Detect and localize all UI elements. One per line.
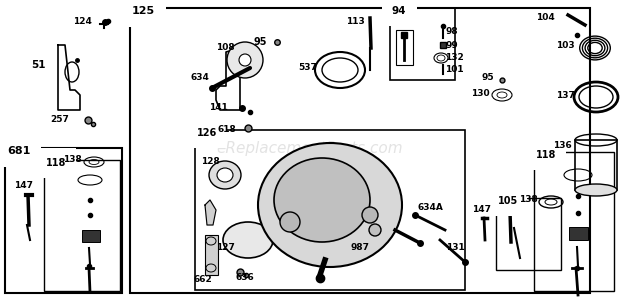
Ellipse shape [362,207,378,223]
Text: 94: 94 [392,6,407,16]
Bar [534,152,614,291]
Text: 105: 105 [498,196,518,206]
Bar [569,227,588,240]
Text: 126: 126 [197,128,217,138]
Text: 113: 113 [345,18,365,27]
Ellipse shape [280,212,300,232]
Text: 681: 681 [7,146,30,156]
Text: 618: 618 [218,125,236,134]
Bar [205,235,218,275]
Ellipse shape [239,54,251,66]
Ellipse shape [575,184,617,196]
Bar [575,140,617,190]
Text: 130: 130 [471,89,489,97]
Bar [396,30,413,65]
Text: 132: 132 [445,52,464,61]
Text: 124: 124 [73,18,91,27]
Ellipse shape [274,158,370,242]
Text: 95: 95 [253,37,267,47]
Bar [496,198,561,270]
Text: 147: 147 [14,181,33,190]
Text: 537: 537 [299,63,317,72]
Ellipse shape [258,143,402,267]
Text: 987: 987 [350,243,370,252]
Text: 95: 95 [482,74,494,83]
Bar [195,130,465,290]
Text: 636: 636 [236,274,254,283]
Text: 141: 141 [208,103,228,113]
Text: 147: 147 [472,206,492,215]
Text: 138: 138 [63,156,81,164]
Text: 136: 136 [552,140,572,150]
Text: 137: 137 [556,91,575,100]
Text: eReplacementParts.com: eReplacementParts.com [216,142,404,156]
Ellipse shape [217,168,233,182]
Bar [5,148,122,293]
Text: 103: 103 [556,41,574,49]
Ellipse shape [369,224,381,236]
Text: 101: 101 [445,64,464,74]
Bar [390,8,455,80]
Text: 131: 131 [446,243,464,252]
Ellipse shape [227,42,263,78]
Text: 108: 108 [216,44,234,52]
Ellipse shape [209,161,241,189]
Text: 125: 125 [132,6,155,16]
Polygon shape [205,200,216,225]
Bar [44,160,120,291]
Text: 118: 118 [46,158,66,168]
Text: 662: 662 [193,275,213,285]
Text: 634: 634 [190,74,210,83]
Text: 257: 257 [51,116,69,125]
Bar [82,230,100,242]
Text: 634A: 634A [417,204,443,212]
Text: 138: 138 [518,195,538,204]
Bar [130,8,590,293]
Text: 51: 51 [31,60,45,70]
Text: 104: 104 [536,13,554,23]
Text: 127: 127 [216,243,234,252]
Text: 99: 99 [445,41,458,49]
Text: 128: 128 [201,158,219,167]
Text: 98: 98 [445,27,458,36]
Ellipse shape [223,222,273,258]
Text: 118: 118 [536,150,556,160]
